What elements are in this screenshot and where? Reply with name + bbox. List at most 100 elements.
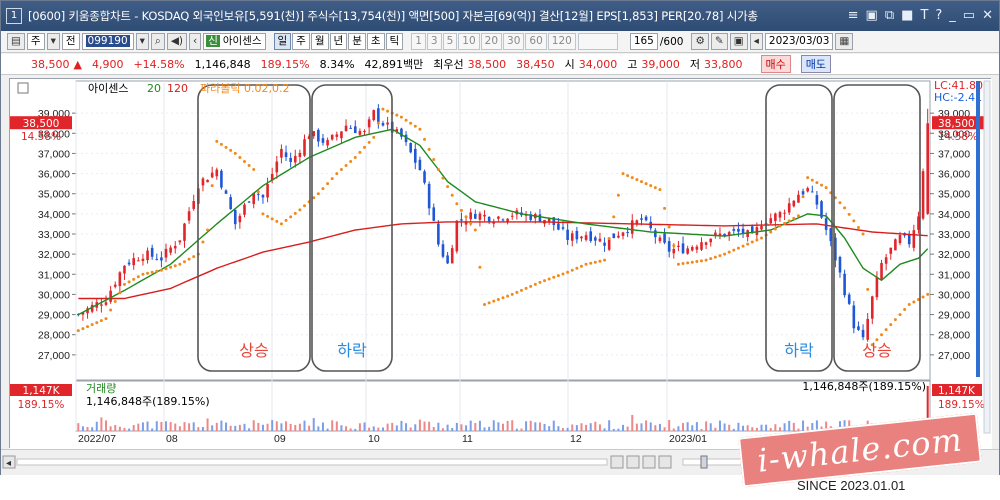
window-control-0-icon[interactable]: ≡ [847,8,859,23]
sar-dot [76,329,80,333]
volume-bar [515,428,518,431]
candle-body [843,273,846,296]
sar-dot [893,318,897,322]
scroll-left-icon[interactable] [2,455,16,469]
window-number[interactable]: 1 [6,8,22,24]
candle-body [857,326,860,330]
period-tab-6[interactable]: 틱 [385,33,404,50]
custom-interval-input[interactable] [577,33,618,50]
interval-tab-30[interactable]: 30 [503,33,525,50]
calendar-icon[interactable]: ▦ [835,33,854,50]
volume-bar [261,424,264,431]
menu-icon[interactable]: ▤ [7,33,25,50]
sar-dot [773,227,777,231]
date-input[interactable]: 2023/03/03 [764,33,834,50]
volume-value-left: 1,146,848주(189.15%) [86,395,210,408]
window-control-5-icon[interactable]: ? [935,8,943,23]
window-control-4-icon[interactable]: T [920,8,929,23]
sar-dot [376,121,380,125]
first-page-icon[interactable] [610,455,624,469]
candle-body [335,134,339,137]
count-field[interactable]: 165 [629,33,658,50]
y-tick-label-right: 31,000 [938,269,970,281]
volume-bar [640,423,643,431]
scroll-track[interactable] [16,458,608,466]
candle-body [626,231,629,233]
window-control-2-icon[interactable]: ⧉ [884,8,895,23]
count-total-value: 600 [663,35,684,48]
window-control-8-icon[interactable]: ✕ [982,8,993,23]
sar-dot [769,230,773,234]
sar-dot [182,260,186,264]
prev-page-icon[interactable] [626,455,640,469]
candle-body [704,242,708,245]
volume-bar [400,420,403,431]
candle-body [123,265,126,274]
sell-button[interactable]: 매도 [800,55,832,73]
interval-tab-1[interactable]: 1 [411,33,426,50]
candle-body [229,197,232,210]
period-tab-5[interactable]: 초 [366,33,385,50]
candlestick-chart[interactable]: 27,000 27,000 28,000 28,000 29,000 29,000 30,0… [10,79,992,449]
sar-dot [880,333,884,337]
sar-dot [847,212,851,216]
speaker-icon[interactable]: ◀) [166,33,187,50]
interval-tab-3[interactable]: 3 [426,33,442,50]
zoom-slider-thumb[interactable] [700,455,708,469]
period-tab-0[interactable]: 일 [273,33,292,50]
sar-dot [658,188,662,192]
sar-dot [266,214,270,218]
chart-area[interactable]: 27,000 27,000 28,000 28,000 29,000 29,000 30,0… [9,78,992,449]
volume-bar [811,423,814,431]
stock-code-input[interactable]: 099190 [81,33,134,50]
sar-dot [210,184,214,188]
interval-tab-5[interactable]: 5 [442,33,458,50]
window-control-3-icon[interactable]: ■ [901,8,914,23]
interval-tab-120[interactable]: 120 [547,33,576,50]
prev-date-icon[interactable]: ◂ [749,33,763,50]
next-page-icon[interactable] [658,455,672,469]
window-control-6-icon[interactable]: _ [949,8,956,23]
dropdown-icon[interactable]: ▾ [135,33,149,50]
volume-bar [566,427,569,431]
sar-dot [820,183,824,187]
interval-tab-10[interactable]: 10 [458,33,480,50]
sar-dot [247,164,251,168]
sar-dot [164,267,168,271]
prev-icon[interactable]: ‹ [188,33,202,50]
stop-icon[interactable] [642,455,656,469]
candle-body [344,125,348,132]
interval-tab-20[interactable]: 20 [480,33,503,50]
window-control-7-icon[interactable]: ▭ [962,8,976,23]
period-tab-3[interactable]: 년 [329,33,348,50]
draw-icon[interactable]: ✎ [710,33,728,50]
window-control-1-icon[interactable]: ▣ [865,8,878,23]
all-select[interactable]: 전 [61,33,80,50]
period-tab-2[interactable]: 월 [310,33,329,50]
zoom-slider[interactable] [682,458,744,466]
volume-bar [238,424,241,431]
stock-name-field[interactable]: 신 아이센스 [203,33,266,50]
volume-bar [622,424,625,431]
candle-body [663,233,666,243]
dropdown-icon[interactable]: ▾ [46,33,60,50]
period-tab-4[interactable]: 분 [348,33,366,50]
sar-dot [639,180,643,184]
candle-body [164,248,168,258]
candle-body [413,148,417,163]
candle-body [700,242,703,250]
settings-icon[interactable]: ⚙ [691,33,709,50]
candle-body [257,193,260,195]
period-tab-1[interactable]: 주 [292,33,310,50]
search-icon[interactable]: ⌕ [150,33,165,50]
stock-type-select[interactable]: 주 [26,33,45,50]
buy-button[interactable]: 매수 [760,55,791,73]
window-title: [0600] 키움종합차트 - KOSDAQ 외국인보유[5,591(천)] 주… [28,9,758,23]
save-icon[interactable]: ▣ [729,33,748,50]
volume-bar [95,421,98,431]
volume-bar [575,425,578,431]
interval-tab-60[interactable]: 60 [525,33,547,50]
volume-bar [612,428,615,431]
volume-bar [631,414,634,431]
